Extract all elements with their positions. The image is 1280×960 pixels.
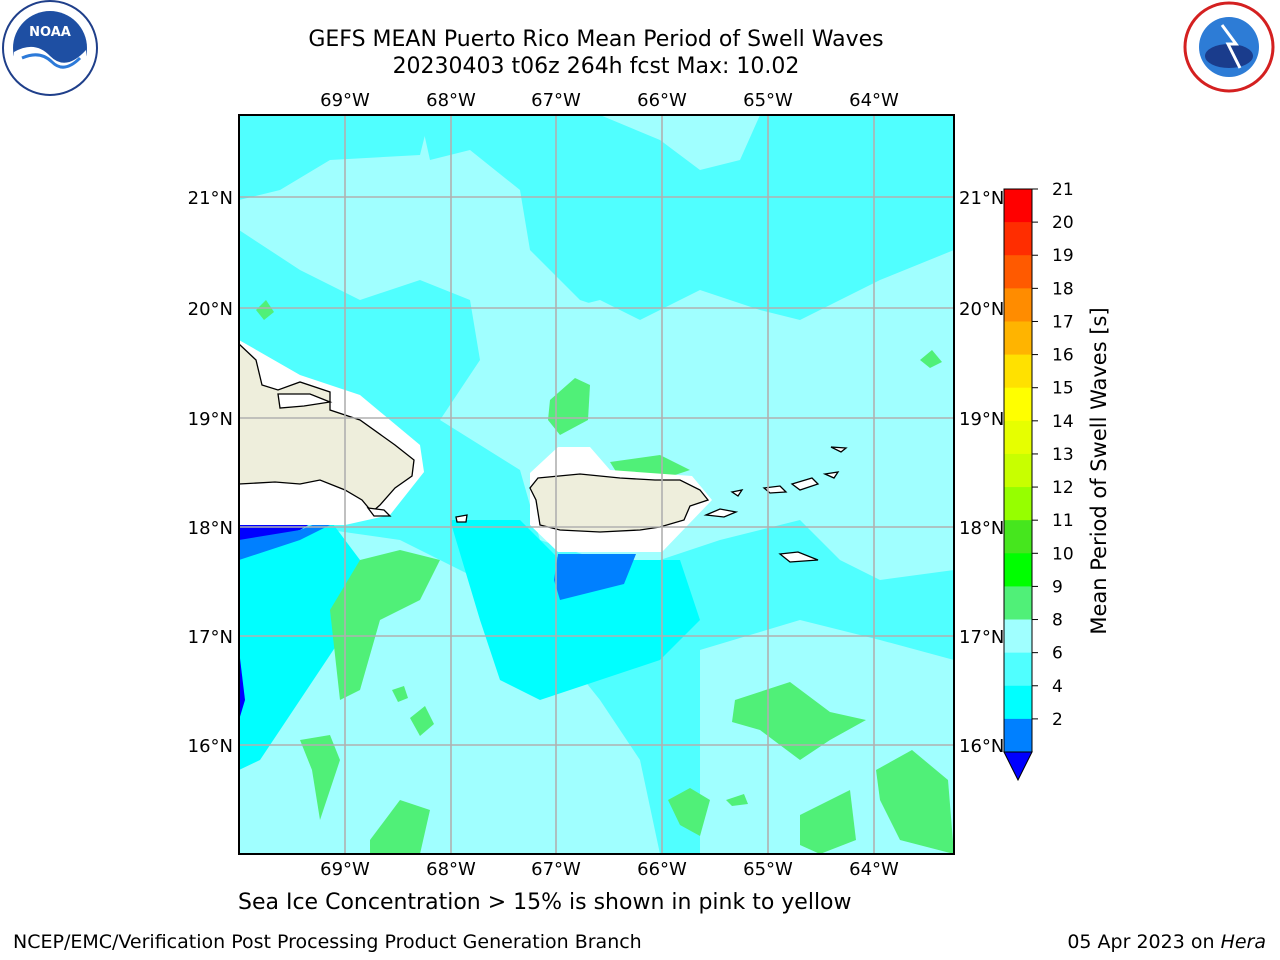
colorbar-segment — [1004, 718, 1032, 753]
colorbar-tick-label: 8 — [1052, 611, 1063, 631]
lon-label-top: 65°W — [743, 90, 793, 111]
colorbar-tick-label: 11 — [1052, 511, 1074, 531]
colorbar-segment — [1004, 354, 1032, 389]
lat-label-left: 17°N — [188, 627, 233, 648]
lon-label-bottom: 68°W — [426, 859, 476, 880]
colorbar-segment — [1004, 189, 1032, 223]
lat-label-left: 19°N — [188, 409, 233, 430]
colorbar-tick-label: 4 — [1052, 677, 1063, 697]
colorbar-tick-label: 18 — [1052, 279, 1074, 299]
sea-ice-note: Sea Ice Concentration > 15% is shown in … — [238, 890, 852, 915]
map-frame — [238, 114, 955, 855]
lat-label-left: 20°N — [188, 299, 233, 320]
footer-date-text: 05 Apr 2023 on — [1067, 931, 1221, 953]
swell-period-field — [239, 115, 954, 854]
map-title-line2: 20230403 t06z 264h fcst Max: 10.02 — [392, 54, 800, 79]
lon-label-bottom: 66°W — [637, 859, 687, 880]
noaa-logo: NOAA — [2, 0, 98, 96]
colorbar-tick-label: 6 — [1052, 644, 1063, 664]
lat-label-right: 21°N — [959, 188, 1004, 209]
nws-logo — [1183, 1, 1275, 93]
colorbar-tick-label: 13 — [1052, 445, 1074, 465]
lat-label-right: 19°N — [959, 409, 1004, 430]
lat-label-right: 16°N — [959, 736, 1004, 757]
lat-label-left: 21°N — [188, 188, 233, 209]
lon-label-top: 64°W — [849, 90, 899, 111]
footer-date: 05 Apr 2023 on Hera — [1067, 931, 1266, 953]
colorbar-segment — [1004, 288, 1032, 322]
colorbar-tick-label: 17 — [1052, 312, 1074, 332]
lon-label-bottom: 69°W — [320, 859, 370, 880]
footer-credit: NCEP/EMC/Verification Post Processing Pr… — [13, 931, 642, 953]
colorbar-segment — [1004, 586, 1032, 621]
lon-label-top: 66°W — [637, 90, 687, 111]
colorbar-tick-label: 9 — [1052, 577, 1063, 597]
colorbar-tick-label: 2 — [1052, 710, 1063, 730]
lon-label-bottom: 64°W — [849, 859, 899, 880]
colorbar-segment — [1004, 652, 1032, 687]
lat-label-right: 18°N — [959, 518, 1004, 539]
colorbar-segment — [1004, 619, 1032, 654]
colorbar-tick-label: 15 — [1052, 379, 1074, 399]
colorbar-tick-label: 10 — [1052, 544, 1074, 564]
lat-label-left: 16°N — [188, 736, 233, 757]
colorbar-tick-label: 19 — [1052, 246, 1074, 266]
colorbar-segment — [1004, 387, 1032, 422]
colorbar-tick-label: 16 — [1052, 346, 1074, 366]
map-title-line1: GEFS MEAN Puerto Rico Mean Period of Swe… — [308, 27, 884, 52]
lon-label-bottom: 67°W — [531, 859, 581, 880]
colorbar-segment — [1004, 553, 1032, 587]
lon-label-top: 68°W — [426, 90, 476, 111]
svg-text:NOAA: NOAA — [29, 25, 71, 40]
footer-machine: Hera — [1220, 931, 1266, 953]
lon-label-bottom: 65°W — [743, 859, 793, 880]
colorbar-segment — [1004, 255, 1032, 289]
lon-label-top: 69°W — [320, 90, 370, 111]
colorbar-segment — [1004, 420, 1032, 455]
lat-label-right: 20°N — [959, 299, 1004, 320]
colorbar-segment — [1004, 487, 1032, 521]
colorbar-tick-label: 20 — [1052, 213, 1074, 233]
colorbar-tick-label: 12 — [1052, 478, 1074, 498]
colorbar-label: Mean Period of Swell Waves [s] — [1087, 307, 1111, 634]
lat-label-left: 18°N — [188, 518, 233, 539]
colorbar-segment — [1004, 520, 1032, 554]
colorbar-under-arrow — [1003, 751, 1033, 782]
colorbar-segment — [1004, 685, 1032, 720]
colorbar: 21 20 19 18 17 16 15 14 13 12 11 10 9 8 6 4 2 — [1003, 180, 1074, 782]
colorbar-tick-label: 14 — [1052, 412, 1074, 432]
lat-label-right: 17°N — [959, 627, 1004, 648]
colorbar-segment — [1004, 321, 1032, 356]
lon-label-top: 67°W — [531, 90, 581, 111]
colorbar-tick-label: 21 — [1052, 180, 1074, 200]
colorbar-segment — [1004, 453, 1032, 488]
colorbar-frame — [1003, 188, 1033, 753]
colorbar-segment — [1004, 222, 1032, 256]
